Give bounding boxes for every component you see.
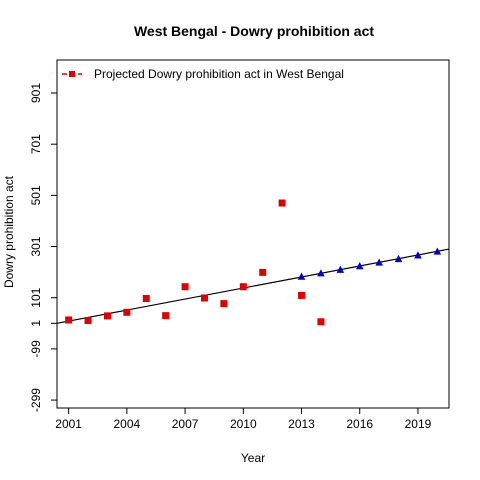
point-square-2001: [65, 316, 73, 324]
point-square-2012: [278, 199, 286, 207]
point-square-2007: [181, 283, 189, 291]
trend-line: [56, 248, 450, 324]
x-tick-label-2010: 2010: [230, 417, 257, 431]
x-tick-label-2007: 2007: [172, 417, 199, 431]
y-tick-label-101: 101: [29, 287, 43, 307]
point-square-2008: [200, 294, 208, 302]
x-tick-label-2013: 2013: [288, 417, 315, 431]
y-tick-label-501: 501: [29, 185, 43, 205]
y-tick-label-701: 701: [29, 134, 43, 154]
point-square-2004: [123, 308, 131, 316]
point-square-2011: [259, 268, 267, 276]
x-tick-label-2016: 2016: [346, 417, 373, 431]
y-tick-label-1: 1: [29, 320, 43, 327]
point-triangle-2018: [394, 254, 403, 263]
point-triangle-2020: [433, 247, 442, 255]
legend-entry-projected: Projected Dowry prohibition act in West …: [94, 67, 344, 81]
point-square-2009: [220, 300, 228, 308]
trend-line-group: [56, 248, 450, 324]
plot-frame: [56, 59, 450, 409]
point-triangle-2016: [355, 262, 364, 270]
x-axis-title: Year: [241, 451, 265, 465]
point-square-2002: [84, 316, 92, 324]
y-tick-label--99: -99: [29, 340, 43, 358]
chart-title: West Bengal - Dowry prohibition act: [134, 23, 374, 39]
x-tick-label-2004: 2004: [114, 417, 141, 431]
point-square-2005: [142, 294, 150, 302]
point-triangle-2017: [375, 258, 383, 266]
x-axis: 2001 2004 2007 2010 2013 2016 2019: [55, 408, 432, 431]
y-axis-title: Dowry prohibition act: [2, 175, 16, 288]
y-axis: -299 -99 1 101 301 501 701 901: [29, 83, 57, 412]
point-square-2006: [162, 312, 170, 320]
point-triangle-2013: [297, 272, 306, 280]
x-tick-label-2001: 2001: [55, 417, 82, 431]
data-points: [65, 199, 442, 326]
x-tick-label-2019: 2019: [405, 417, 432, 431]
point-triangle-2019: [414, 251, 422, 259]
legend-square-marker: [69, 71, 75, 77]
y-tick-label-901: 901: [29, 83, 43, 103]
y-tick-label--299: -299: [29, 388, 43, 412]
y-tick-label-301: 301: [29, 236, 43, 256]
point-triangle-2015: [336, 265, 345, 273]
point-triangle-2014: [317, 269, 325, 277]
point-square-2013: [298, 291, 306, 299]
point-square-2003: [103, 312, 111, 320]
point-square-2010: [239, 283, 247, 291]
point-square-2014: [317, 318, 325, 326]
legend: Projected Dowry prohibition act in West …: [62, 67, 344, 81]
